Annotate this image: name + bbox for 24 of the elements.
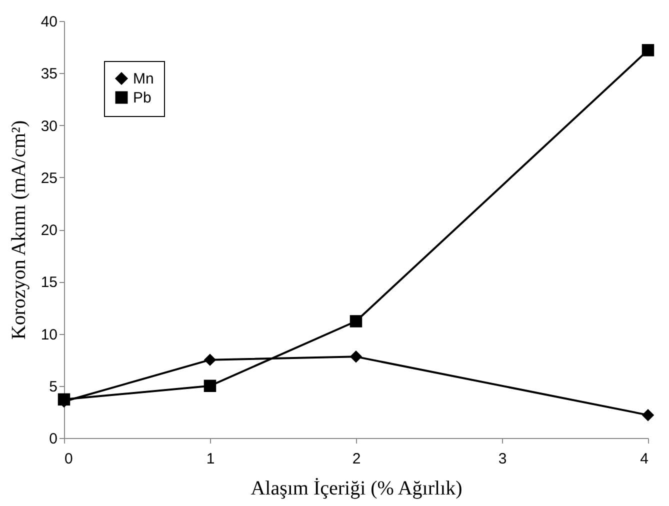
x-tick-label: 4 bbox=[640, 450, 648, 468]
y-tick-label: 40 bbox=[40, 14, 58, 30]
y-tick-label: 30 bbox=[40, 118, 58, 135]
point bbox=[350, 315, 362, 328]
y-tick-label: 20 bbox=[40, 222, 58, 239]
x-tick-label: 2 bbox=[352, 450, 361, 468]
y-tick-label: 35 bbox=[40, 66, 58, 83]
y-tick-label: 0 bbox=[49, 430, 58, 448]
y-axis-title: Korozyon Akımı (mA/cm²) bbox=[8, 120, 30, 340]
y-tick-label: 10 bbox=[40, 326, 58, 344]
legend-label: Mn bbox=[133, 70, 154, 88]
legend-label: Pb bbox=[133, 90, 152, 106]
point bbox=[204, 380, 216, 392]
y-tick-label: 5 bbox=[49, 378, 58, 396]
point bbox=[350, 350, 362, 363]
point bbox=[642, 44, 654, 56]
x-axis-title: Alaşım İçeriği (% Ağırlık) bbox=[250, 478, 462, 500]
point bbox=[204, 354, 216, 366]
x-tick-label: 1 bbox=[206, 450, 215, 468]
y-tick-label: 15 bbox=[40, 274, 58, 292]
y-tick-label: 25 bbox=[40, 170, 58, 187]
x-tick-label: 0 bbox=[64, 450, 73, 468]
x-tick-label: 3 bbox=[498, 450, 507, 468]
point bbox=[642, 408, 654, 422]
